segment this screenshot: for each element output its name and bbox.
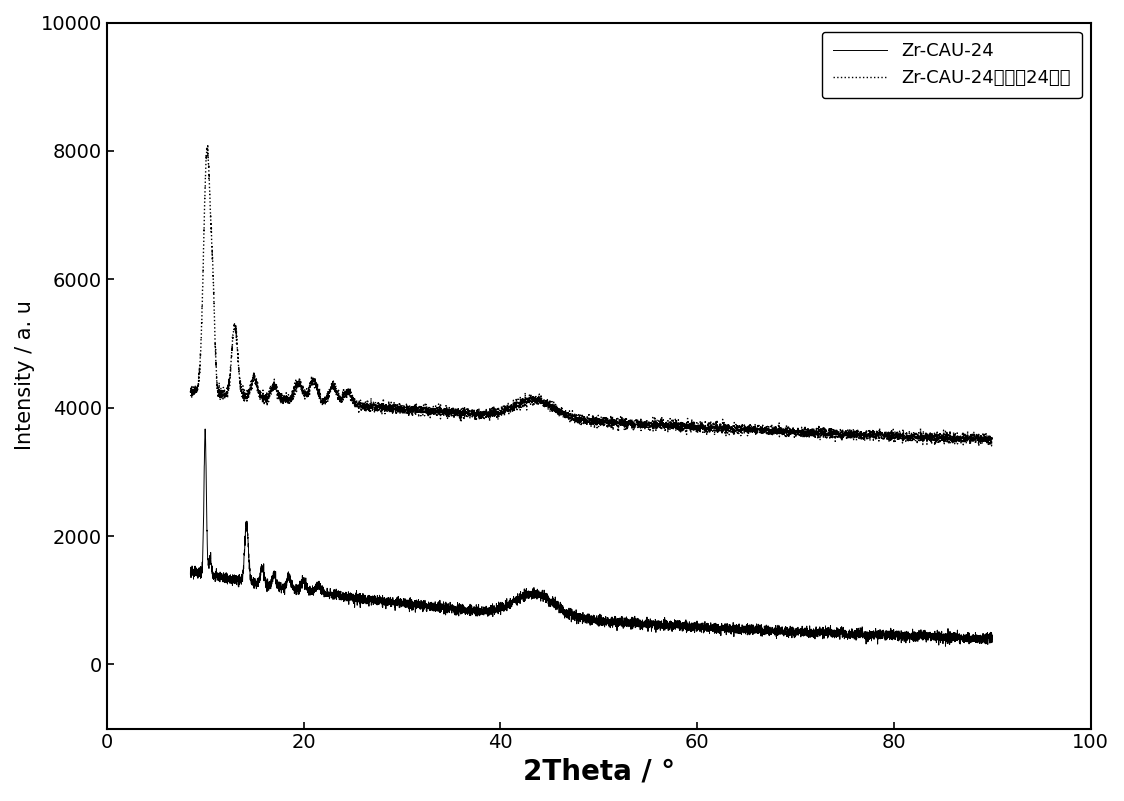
Zr-CAU-24 [199,425,212,434]
Zr-CAU-24在水中24小时 [986,436,999,445]
Zr-CAU-24 [939,642,952,651]
Zr-CAU-24在水中24小时 [694,422,707,432]
Zr-CAU-24 [474,605,488,614]
Zr-CAU-24 [183,570,197,579]
Zr-CAU-24在水中24小时 [659,423,672,433]
Zr-CAU-24在水中24小时 [224,360,237,369]
Line: Zr-CAU-24在水中24小时: Zr-CAU-24在水中24小时 [190,144,992,446]
X-axis label: 2Theta / °: 2Theta / ° [523,758,674,786]
Zr-CAU-24 [659,615,672,625]
Y-axis label: Intensity / a. u: Intensity / a. u [15,300,35,450]
Legend: Zr-CAU-24, Zr-CAU-24在水中24小时: Zr-CAU-24, Zr-CAU-24在水中24小时 [822,31,1081,99]
Zr-CAU-24 [694,626,707,636]
Zr-CAU-24 [821,628,834,638]
Zr-CAU-24在水中24小时 [778,429,791,439]
Zr-CAU-24在水中24小时 [183,388,197,397]
Line: Zr-CAU-24: Zr-CAU-24 [190,429,992,646]
Zr-CAU-24 [986,630,999,640]
Zr-CAU-24在水中24小时 [474,409,488,418]
Zr-CAU-24 [778,625,791,634]
Zr-CAU-24在水中24小时 [985,441,998,451]
Zr-CAU-24在水中24小时 [821,429,834,439]
Zr-CAU-24 [224,578,237,587]
Zr-CAU-24在水中24小时 [201,139,215,149]
